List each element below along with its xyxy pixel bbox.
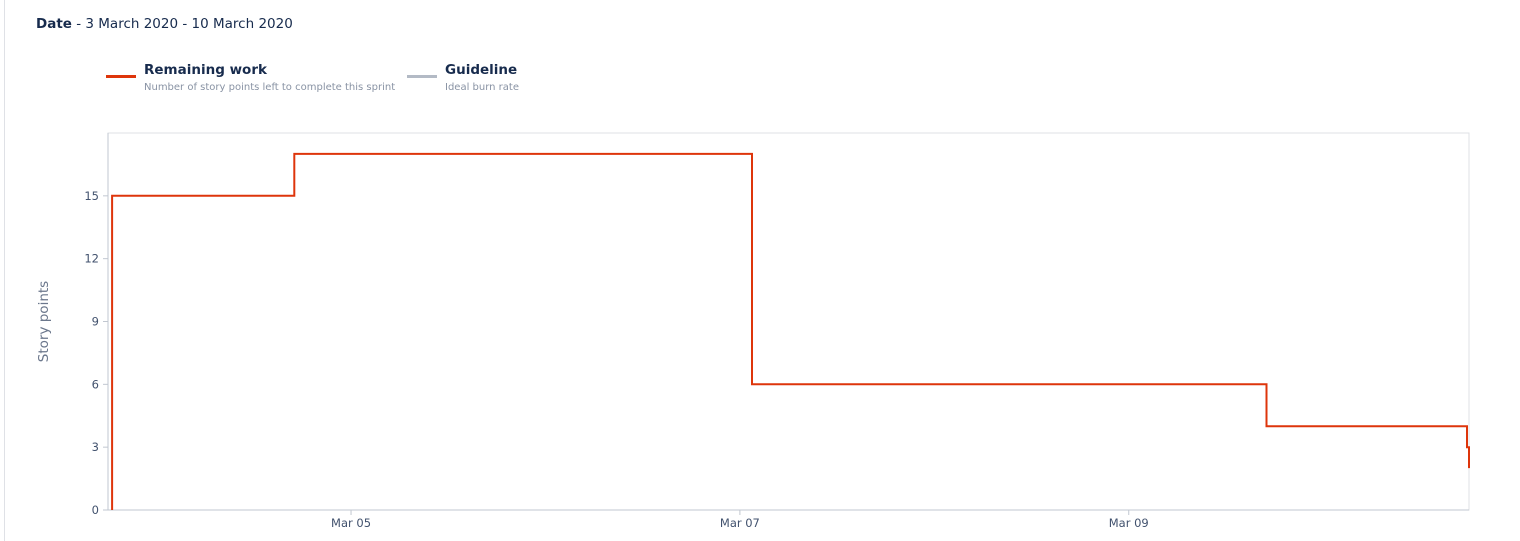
legend-subtitle: Ideal burn rate bbox=[445, 82, 519, 93]
legend-item-remaining-work[interactable]: Remaining work Number of story points le… bbox=[106, 62, 395, 93]
series-layer bbox=[111, 152, 1470, 510]
x-ticks: Mar 05 Mar 07 Mar 09 bbox=[331, 510, 1149, 530]
y-ticks: 0 3 6 9 12 15 bbox=[84, 189, 108, 517]
date-label: Date bbox=[36, 16, 72, 32]
y-tick-label: 6 bbox=[92, 377, 99, 391]
date-range-value: - 3 March 2020 - 10 March 2020 bbox=[71, 16, 293, 32]
y-tick-label: 9 bbox=[92, 315, 99, 329]
left-border bbox=[4, 0, 5, 541]
grey-line-swatch-icon bbox=[407, 75, 437, 78]
y-tick-label: 0 bbox=[92, 503, 99, 517]
y-tick-label: 3 bbox=[92, 440, 99, 454]
legend-title: Remaining work bbox=[144, 62, 267, 78]
legend-title: Guideline bbox=[445, 62, 518, 78]
y-axis-title: Story points bbox=[36, 281, 52, 362]
plot-frame bbox=[107, 132, 1470, 511]
legend-subtitle: Number of story points left to complete … bbox=[144, 82, 396, 93]
red-line-swatch-icon bbox=[106, 75, 136, 78]
x-tick-label: Mar 07 bbox=[720, 516, 760, 530]
y-tick-label: 15 bbox=[84, 189, 99, 203]
y-tick-label: 12 bbox=[84, 252, 99, 266]
series-line-remaining-work bbox=[111, 152, 1470, 510]
legend-item-guideline[interactable]: Guideline Ideal burn rate bbox=[407, 62, 519, 93]
x-tick-label: Mar 05 bbox=[331, 516, 371, 530]
x-tick-label: Mar 09 bbox=[1109, 516, 1149, 530]
date-range-header: Date - 3 March 2020 - 10 March 2020 bbox=[36, 16, 293, 32]
